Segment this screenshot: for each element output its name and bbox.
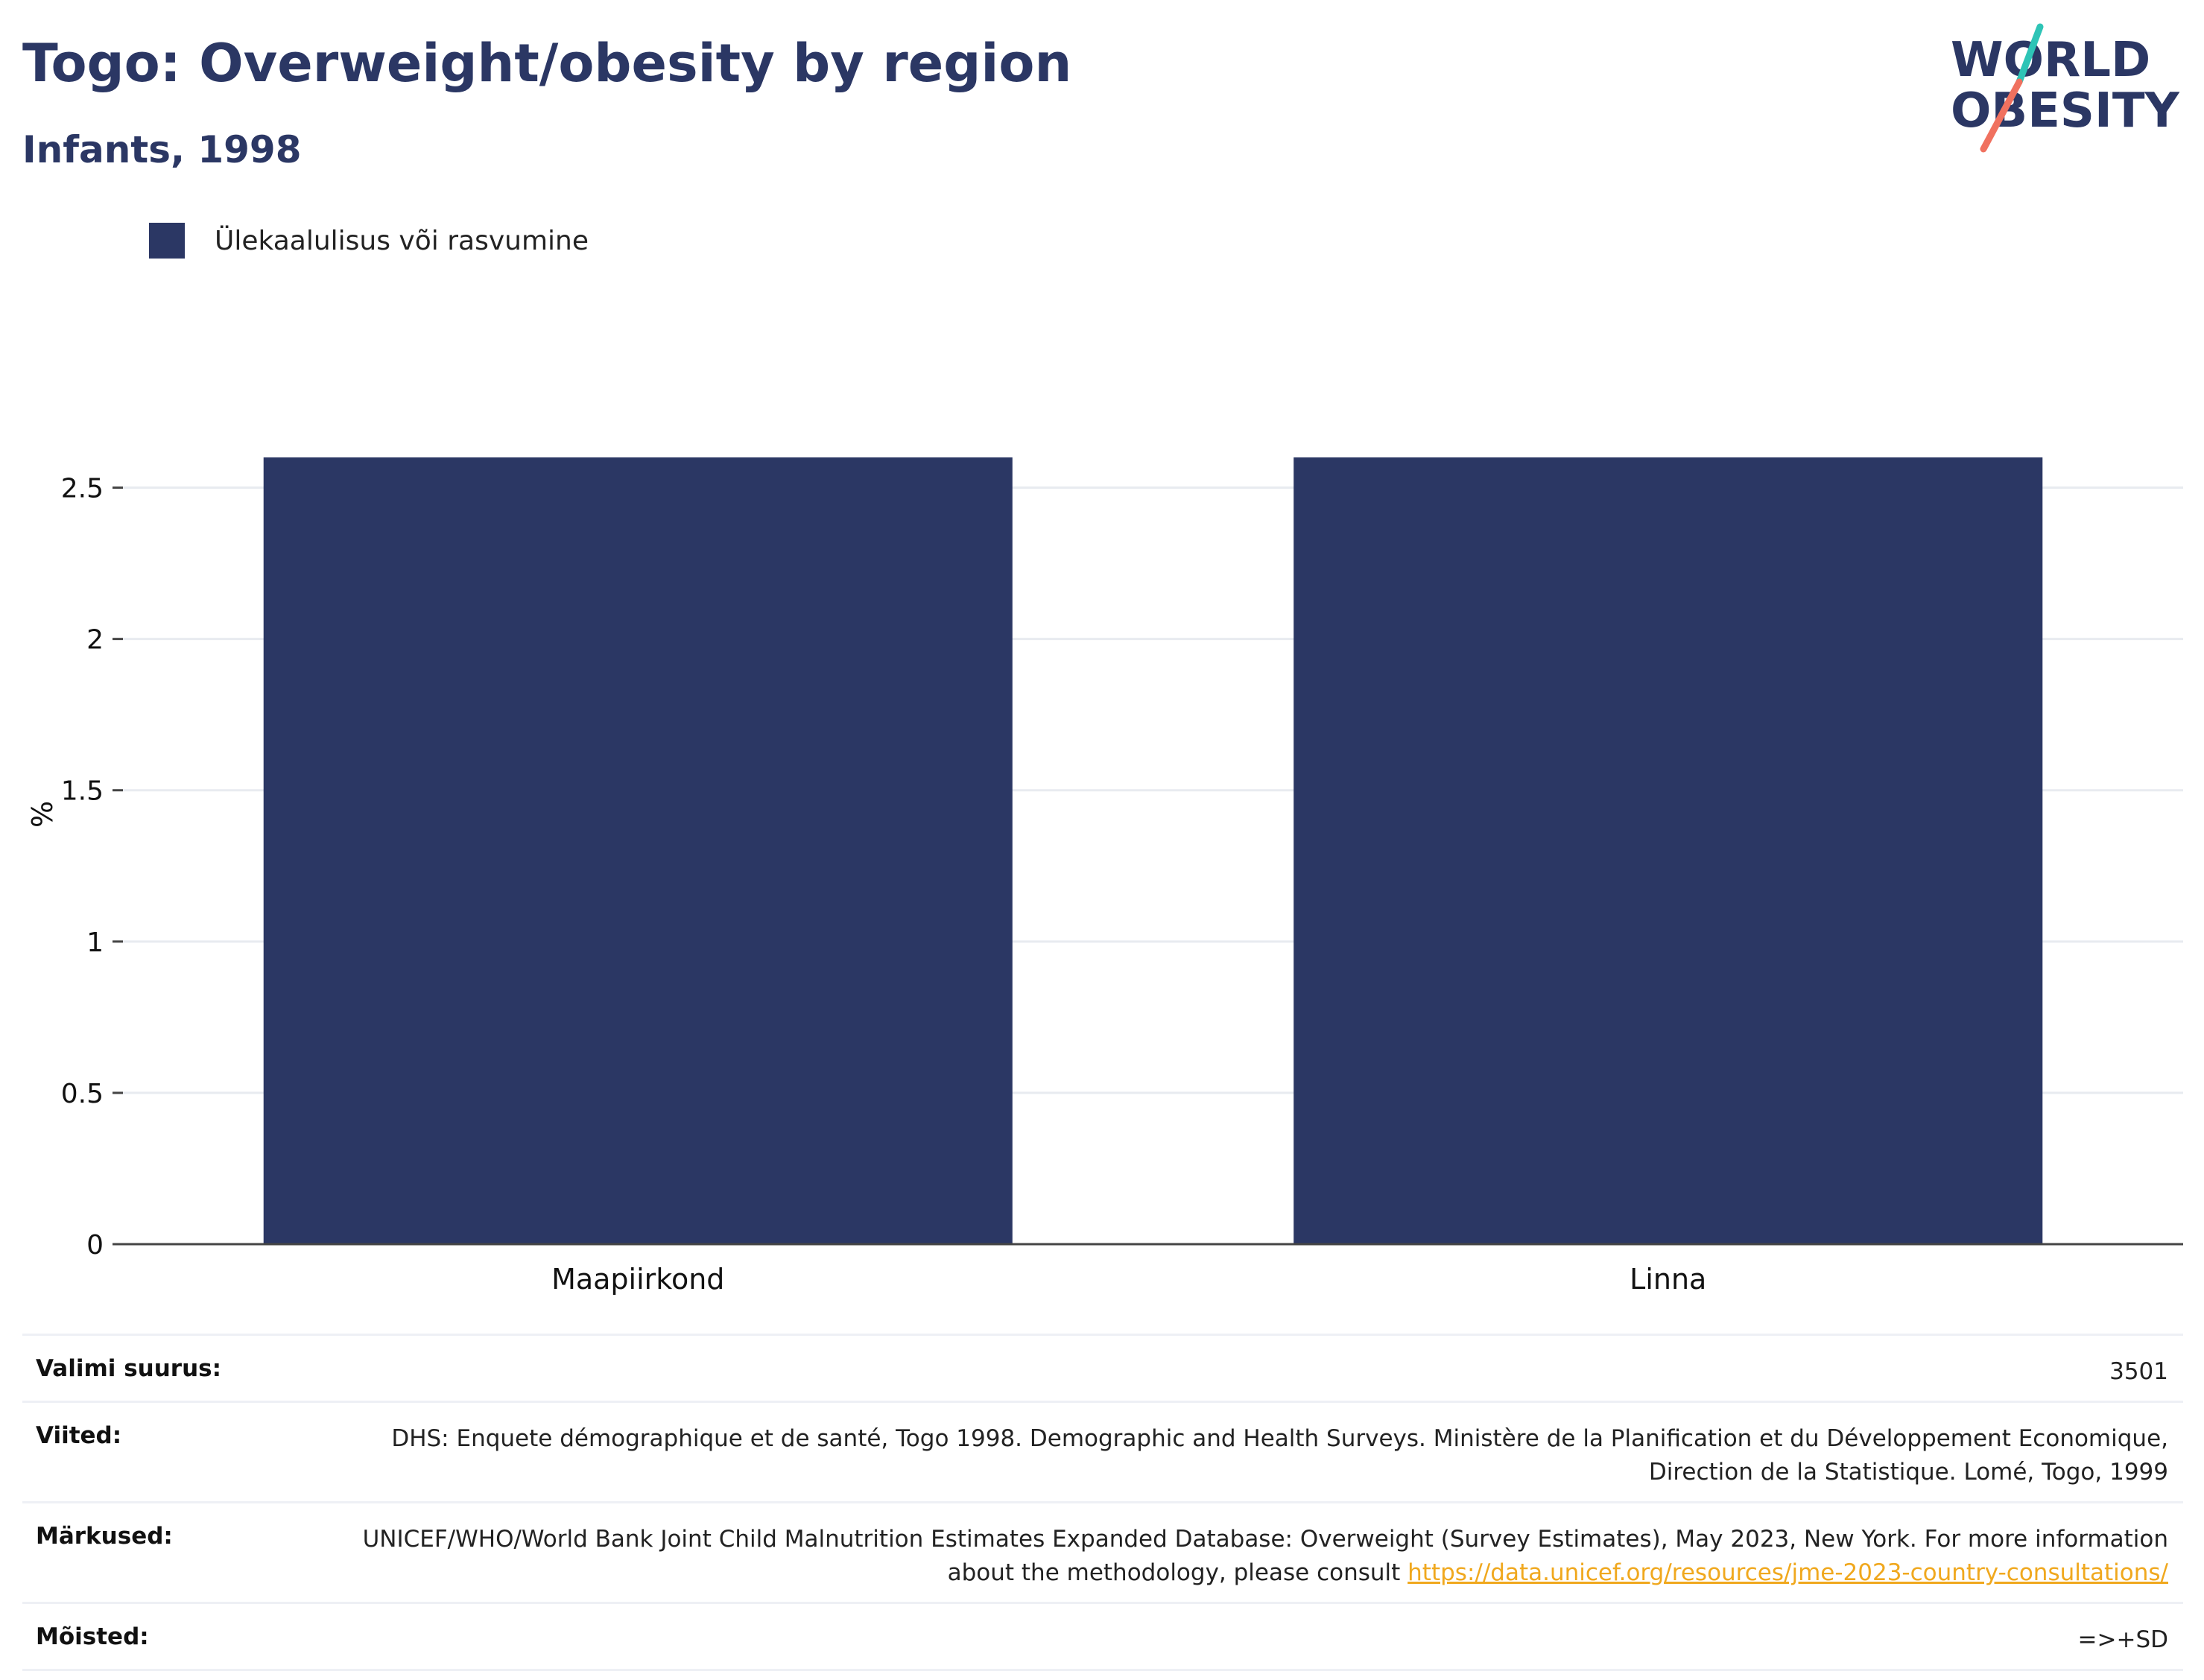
- info-table: Valimi suurus: 3501 Viited: DHS: Enquete…: [22, 1334, 2183, 1671]
- y-tick-label: 1: [86, 928, 104, 958]
- notes-value: UNICEF/WHO/World Bank Joint Child Malnut…: [291, 1523, 2168, 1590]
- y-axis-label: %: [26, 801, 59, 828]
- bar: [263, 457, 1013, 1244]
- bar: [1293, 457, 2043, 1244]
- chart-legend: Ülekaalulisus või rasvumine: [149, 222, 589, 259]
- info-row-sample-size: Valimi suurus: 3501: [22, 1334, 2183, 1401]
- logo-line-2: OBESITY: [1951, 83, 2179, 139]
- y-tick-label: 0.5: [61, 1079, 104, 1109]
- legend-swatch: [149, 223, 185, 259]
- info-row-notes: Märkused: UNICEF/WHO/World Bank Joint Ch…: [22, 1500, 2183, 1602]
- y-tick-label: 1.5: [61, 776, 104, 807]
- sample-size-label: Valimi suurus:: [36, 1355, 221, 1382]
- y-tick-label: 2: [86, 625, 104, 656]
- definitions-value: =>+SD: [2077, 1626, 2168, 1653]
- methodology-link[interactable]: https://data.unicef.org/resources/jme-20…: [1407, 1559, 2168, 1586]
- logo-slash-bottom: [1980, 78, 2023, 153]
- y-tick-label: 0: [86, 1230, 104, 1261]
- notes-text: UNICEF/WHO/World Bank Joint Child Malnut…: [362, 1525, 2168, 1586]
- sample-size-value: 3501: [2109, 1358, 2168, 1385]
- x-tick-label: Maapiirkond: [551, 1263, 724, 1296]
- page-title: Togo: Overweight/obesity by region: [22, 33, 1072, 94]
- info-row-definitions: Mõisted: =>+SD: [22, 1601, 2183, 1671]
- bar-chart: 0 0.5 1 1.5 2 2.5 Maapiirkond Linna %: [26, 457, 2183, 1296]
- axes: 0 0.5 1 1.5 2 2.5 Maapiirkond Linna: [61, 474, 2183, 1296]
- notes-label: Märkused:: [36, 1522, 173, 1550]
- logo-slash-top: [2015, 23, 2044, 86]
- references-label: Viited:: [36, 1421, 122, 1449]
- x-tick-label: Linna: [1630, 1263, 1706, 1296]
- y-tick-label: 2.5: [61, 474, 104, 504]
- page-subtitle: Infants, 1998: [22, 128, 302, 171]
- bars: [263, 457, 2043, 1244]
- logo-line-1: WORLD: [1951, 33, 2150, 88]
- legend-label: Ülekaalulisus või rasvumine: [215, 225, 589, 256]
- references-value: DHS: Enquete démographique et de santé, …: [391, 1424, 2168, 1486]
- world-obesity-logo: WORLD OBESITY: [1951, 23, 2179, 153]
- info-row-references: Viited: DHS: Enquete démographique et de…: [22, 1400, 2183, 1501]
- definitions-label: Mõisted:: [36, 1623, 149, 1650]
